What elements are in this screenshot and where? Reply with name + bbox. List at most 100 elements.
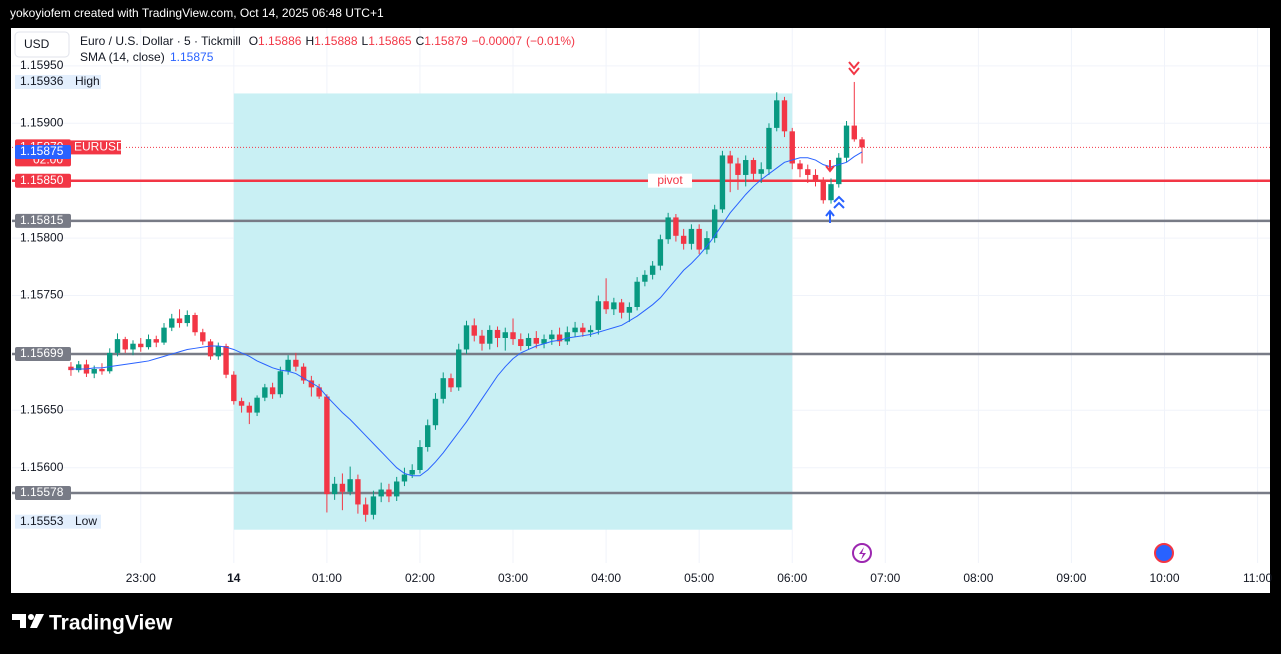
candle-body — [122, 339, 128, 350]
candle-body — [805, 169, 811, 175]
candle-body — [572, 327, 578, 333]
candle-body — [859, 139, 865, 148]
event-icon[interactable] — [1154, 543, 1174, 563]
candle-body — [246, 405, 253, 413]
candle-body — [448, 378, 454, 388]
candle-body — [549, 334, 555, 340]
candle-body — [293, 359, 299, 367]
candle-body — [766, 127, 772, 170]
x-tick-label: 08:00 — [963, 571, 993, 585]
candle-body — [719, 155, 726, 210]
legend-key: C — [416, 34, 425, 48]
buy-signal — [833, 195, 845, 209]
x-tick-label: 04:00 — [591, 571, 621, 585]
x-tick-label: 03:00 — [498, 571, 528, 585]
candle-body — [750, 160, 757, 174]
x-tick-label: 23:00 — [126, 571, 156, 585]
candle-body — [432, 398, 439, 426]
candle-body — [618, 302, 625, 313]
candle-body — [510, 332, 516, 340]
marker-tag: 1.15936 — [20, 74, 64, 88]
x-tick-label: 06:00 — [777, 571, 807, 585]
candle-body — [130, 343, 136, 350]
x-tick-label: 01:00 — [312, 571, 342, 585]
candle-body — [657, 239, 664, 266]
candle-body — [207, 341, 214, 357]
legend-value: 1.15888 — [314, 34, 358, 48]
candle-body — [680, 235, 687, 244]
event-icon-glyph — [859, 547, 866, 560]
grid — [12, 28, 1270, 563]
candle-body — [642, 274, 648, 282]
candle-body — [479, 335, 485, 344]
level-tag-bg — [15, 347, 71, 362]
candle-body — [138, 343, 144, 348]
brand: TradingView — [49, 612, 173, 635]
candle-body — [595, 301, 602, 330]
candle-body — [626, 306, 633, 313]
legend-value: 1.15879 — [424, 34, 468, 48]
marker-tag-name: Low — [75, 514, 97, 528]
pivot-label: pivot — [657, 173, 683, 187]
y-tick-label: 1.15650 — [20, 402, 64, 416]
x-tick-label: 09:00 — [1056, 571, 1086, 585]
candle-body — [743, 160, 749, 175]
sell-signal — [848, 61, 860, 76]
candle-body — [820, 180, 826, 201]
candle-body — [76, 364, 82, 371]
last-price-name-bg — [71, 140, 121, 155]
candle-body — [812, 174, 819, 181]
candle-body — [440, 378, 446, 399]
candle-body — [696, 228, 702, 250]
candle-body — [262, 387, 268, 398]
candle-body — [735, 163, 741, 175]
x-tick-label: 11:00 — [1243, 571, 1272, 585]
marker-tag-bg — [15, 74, 101, 89]
level-tag: 1.15699 — [20, 346, 64, 360]
candle-body — [781, 100, 788, 132]
candle-body — [797, 163, 803, 170]
last-price-name: EURUSD — [74, 140, 125, 154]
candle-body — [386, 489, 392, 497]
pivot-label-bg — [648, 173, 692, 188]
x-tick-label: 10:00 — [1150, 571, 1180, 585]
legend-title: Euro / U.S. Dollar · 5 · Tickmill — [80, 34, 241, 48]
range-box — [233, 93, 793, 530]
candle-body — [238, 401, 245, 406]
y-tick-label: 1.15600 — [20, 460, 64, 474]
candle-body — [362, 504, 369, 515]
candle-body — [502, 332, 508, 338]
candle-body — [114, 339, 121, 353]
layer: 23:00 14 01:00 02:00 03:00 04:00 05:00 06:00 07:… — [12, 34, 1272, 585]
sma-name: SMA (14, close) — [80, 50, 165, 64]
x-tick-label: 05:00 — [684, 571, 714, 585]
candle-body — [774, 100, 780, 128]
level-tag: 1.15850 — [20, 173, 64, 187]
candle-body — [401, 474, 408, 482]
candle-body — [843, 125, 850, 158]
candle-body — [277, 371, 284, 395]
candle-body — [758, 169, 764, 174]
buy-signal — [825, 209, 835, 223]
candle-body — [269, 387, 276, 395]
y-tick-label: 1.15950 — [20, 58, 64, 72]
candle-body — [673, 217, 679, 236]
candle-body — [347, 479, 353, 492]
x-tick-label: 02:00 — [405, 571, 435, 585]
brand-logo — [12, 614, 44, 628]
candle-body — [533, 337, 539, 344]
candle-body — [184, 315, 190, 324]
candle-body — [704, 238, 710, 250]
currency-button[interactable] — [14, 31, 70, 58]
sma-tag: 1.15875 — [20, 144, 64, 158]
candle-body — [611, 302, 617, 310]
marker-tag-name: High — [75, 74, 100, 88]
candle-body — [463, 325, 470, 350]
candle-body — [223, 346, 229, 375]
legend-value: 1.15865 — [368, 34, 412, 48]
candle-body — [487, 329, 493, 344]
y-tick-label: 1.15750 — [20, 288, 64, 302]
currency[interactable]: USD — [24, 37, 50, 51]
marker-tag-bg — [15, 514, 101, 529]
